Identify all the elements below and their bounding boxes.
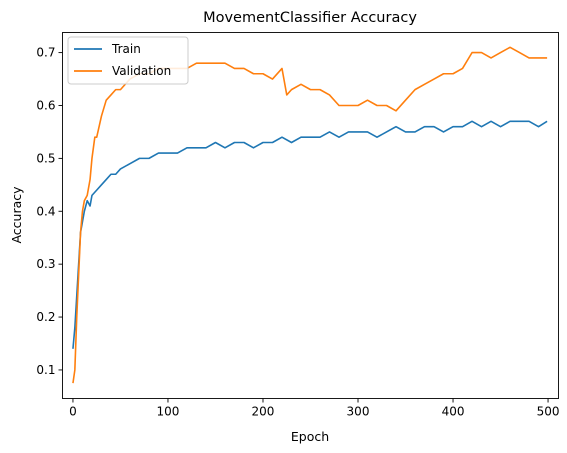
- y-axis-ticks: 0.1 0.2 0.3 0.4 0.5 0.6 0.7: [36, 46, 63, 377]
- series-layer: [72, 46, 548, 384]
- x-tick-label: 300: [347, 405, 370, 419]
- series-line-validation: [72, 46, 548, 384]
- x-tick-label: 0: [69, 405, 77, 419]
- x-tick-label: 400: [442, 405, 465, 419]
- plot-area: 0 100 200 300 400 500 0.1 0.2 0.3 0.4 0.5 0.6 0.7: [36, 32, 560, 419]
- x-tick-label: 200: [252, 405, 275, 419]
- y-tick-label: 0.5: [36, 151, 55, 165]
- x-axis-ticks: 0 100 200 300 400 500: [69, 398, 560, 419]
- plot-frame: [62, 32, 559, 399]
- y-tick-label: 0.1: [36, 363, 55, 377]
- chart-title: MovementClassifier Accuracy: [203, 10, 417, 26]
- y-tick-label: 0.4: [36, 204, 55, 218]
- y-tick-label: 0.6: [36, 98, 55, 112]
- legend: Train Validation: [67, 36, 189, 85]
- y-tick-label: 0.2: [36, 310, 55, 324]
- x-axis-label: Epoch: [291, 429, 329, 444]
- legend-label-train: Train: [111, 42, 141, 56]
- legend-label-validation: Validation: [112, 64, 171, 78]
- x-tick-label: 500: [537, 405, 560, 419]
- y-tick-label: 0.7: [36, 46, 55, 60]
- x-tick-label: 100: [157, 405, 180, 419]
- series-line-train: [72, 120, 548, 349]
- y-tick-label: 0.3: [36, 257, 55, 271]
- y-axis-label: Accuracy: [9, 186, 24, 244]
